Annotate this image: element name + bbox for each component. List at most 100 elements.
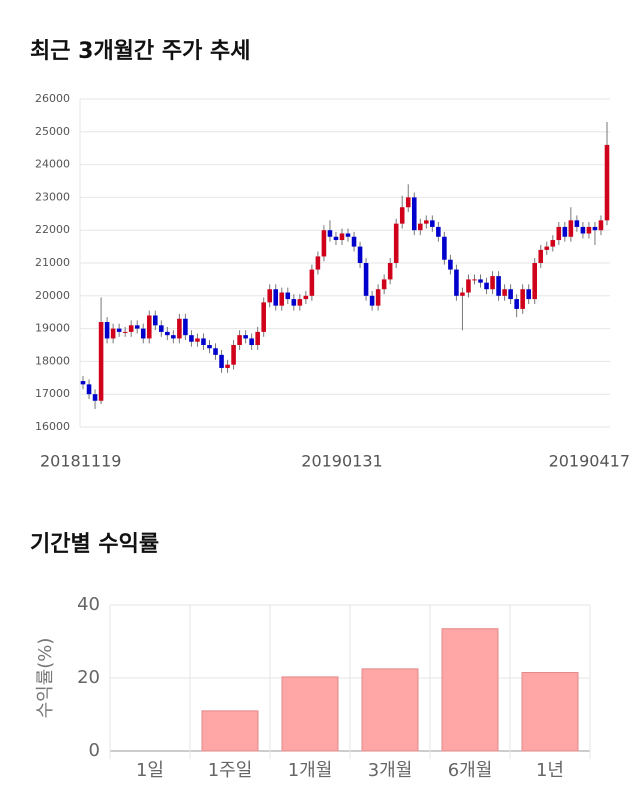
candle-body (207, 345, 212, 349)
candle-body (393, 223, 399, 263)
candle-body (508, 289, 513, 300)
candle-body (580, 226, 586, 234)
candle-body (267, 289, 273, 303)
candle-body (86, 384, 92, 395)
candle-body (303, 295, 309, 300)
y-tick-label: 20000 (35, 289, 70, 302)
candle-body (285, 292, 291, 300)
candle-body (568, 220, 574, 237)
candle-body (424, 220, 429, 224)
candle-body (152, 315, 158, 326)
candle-body (466, 279, 471, 293)
y-tick-label: 25000 (35, 125, 70, 138)
bar (521, 672, 579, 752)
candle-body (98, 322, 104, 401)
x-tick-label: 1주일 (208, 760, 253, 781)
candle-body (177, 318, 182, 339)
candle-body (171, 335, 176, 339)
candle-body (116, 328, 122, 332)
candle-body (514, 299, 519, 309)
bar (361, 668, 419, 752)
candle-body (104, 322, 110, 339)
x-tick-label: 1일 (136, 760, 164, 781)
chart-title: 최근 3개월간 주가 추세 (30, 39, 250, 64)
candle-body (375, 289, 381, 306)
x-tick-label: 6개월 (448, 760, 493, 781)
candle-body (237, 335, 242, 345)
candle-body (478, 279, 483, 283)
candle-body (586, 226, 592, 234)
x-tick-label: 20190417 (549, 452, 630, 471)
y-axis-label: 수익률(%) (35, 638, 56, 719)
candle-body (496, 276, 501, 296)
candle-body (598, 220, 604, 231)
candle-body (339, 233, 345, 241)
candle-body (381, 279, 387, 290)
y-tick-label: 16000 (35, 420, 70, 433)
y-tick-label: 21000 (35, 256, 70, 269)
candle-body (165, 331, 170, 336)
x-tick-label: 1개월 (288, 760, 333, 781)
candle-body (369, 295, 375, 306)
candle-body (550, 240, 556, 247)
candle-body (159, 325, 164, 332)
y-tick-label: 26000 (35, 92, 70, 105)
candle-body (357, 246, 363, 263)
candle-body (351, 236, 357, 247)
y-tick-label: 24000 (35, 158, 70, 171)
candle-body (261, 302, 266, 332)
candle-body (363, 263, 369, 296)
y-tick-label: 0 (89, 740, 100, 761)
candle-body (134, 325, 140, 329)
candle-body (484, 282, 489, 290)
bar (201, 710, 259, 752)
candle-body (219, 354, 224, 368)
candle-body (146, 315, 152, 339)
candle-body (213, 348, 218, 355)
candle-body (387, 263, 393, 280)
candle-body (309, 269, 315, 296)
y-tick-label: 40 (77, 594, 100, 615)
y-tick-label: 23000 (35, 190, 70, 203)
candle-body (243, 335, 248, 339)
candle-body (231, 345, 236, 365)
y-tick-label: 19000 (35, 322, 70, 335)
candle-body (454, 269, 459, 296)
candle-body (80, 381, 86, 385)
candle-body (183, 318, 188, 336)
candle-body (574, 220, 580, 227)
candle-body (255, 331, 260, 345)
candle-body (411, 197, 417, 231)
candle-body (110, 328, 116, 339)
candle-body (430, 220, 435, 227)
candle-body (345, 233, 351, 237)
x-tick-label: 1년 (536, 760, 564, 781)
candle-body (315, 256, 321, 270)
candle-body (490, 276, 495, 290)
candle-body (526, 289, 531, 300)
candle-body (502, 289, 507, 296)
candle-body (333, 236, 339, 241)
candle-body (399, 207, 405, 224)
candle-body (436, 226, 441, 237)
candle-body (544, 246, 550, 250)
x-tick-label: 20181119 (40, 452, 121, 471)
chart-title: 기간별 수익률 (30, 532, 159, 557)
candle-body (472, 279, 477, 281)
candle-body (604, 144, 610, 221)
candle-body (189, 335, 194, 342)
candle-body (140, 328, 146, 339)
candle-body (448, 259, 453, 270)
candle-body (92, 394, 98, 401)
y-tick-label: 20 (77, 667, 100, 688)
y-tick-label: 17000 (35, 387, 70, 400)
candle-body (195, 338, 200, 342)
candle-body (327, 230, 333, 237)
candle-body (442, 236, 447, 260)
candle-body (405, 197, 411, 208)
candle-body (460, 292, 465, 296)
x-tick-label: 3개월 (368, 760, 413, 781)
candle-body (538, 249, 544, 263)
candle-body (556, 226, 562, 241)
bar (441, 628, 499, 752)
